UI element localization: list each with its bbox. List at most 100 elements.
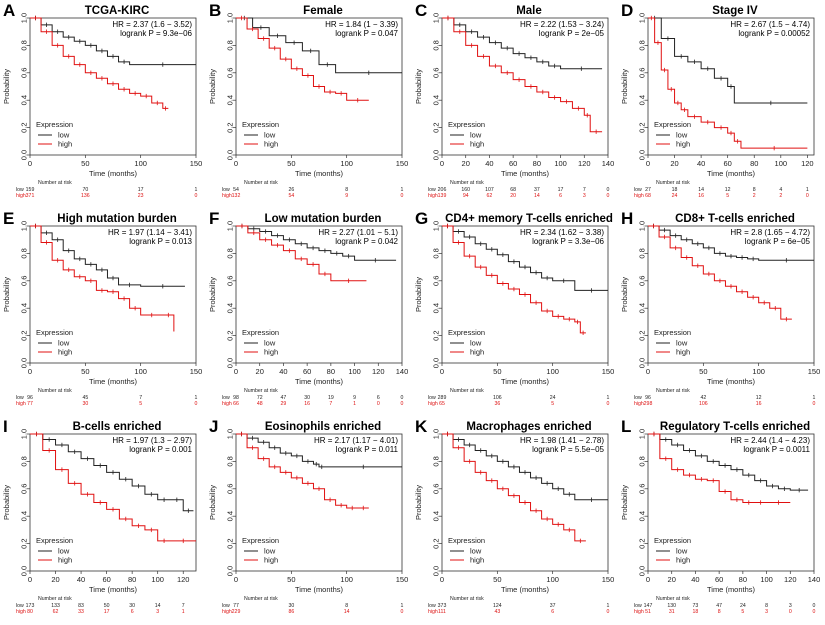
- plot-frame: [29, 17, 197, 156]
- y-tick-label: 0.0: [432, 358, 441, 368]
- km-chart-svg: A TCGA-KIRC HR = 2.37 (1.6 − 3.52)logrank …: [2, 1, 202, 199]
- risk-count-high: 2: [753, 193, 756, 199]
- y-tick-label: 0.8: [432, 248, 441, 258]
- chart-title: Macrophages enriched: [466, 421, 591, 433]
- hazard-ratio-text: HR = 1.84 (1 − 3.39): [325, 20, 398, 29]
- legend-label-high: high: [58, 140, 72, 149]
- y-tick-label: 1.0: [432, 13, 441, 23]
- km-chart-svg: G CD4+ memory T-cells enriched HR = 2.34 (…: [414, 209, 614, 407]
- x-tick-label: 120: [372, 367, 385, 376]
- km-curve-high: [648, 433, 791, 503]
- risk-count-low: 106: [493, 395, 502, 401]
- x-tick-label: 0: [234, 367, 238, 376]
- y-tick-label: 0.2: [226, 538, 235, 548]
- x-tick-label: 50: [493, 575, 501, 584]
- risk-count-low: 24: [550, 395, 556, 401]
- risk-count-low: 68: [510, 187, 516, 193]
- risk-count-high: 29: [281, 401, 287, 407]
- y-axis-label: Probability: [208, 277, 217, 312]
- panel-letter: A: [3, 1, 15, 20]
- risk-count-high: 0: [195, 193, 198, 199]
- x-tick-label: 100: [752, 367, 765, 376]
- y-axis-label: Probability: [620, 69, 629, 104]
- chart-title: Low mutation burden: [265, 213, 382, 225]
- y-tick-label: 0.2: [638, 330, 647, 340]
- legend-label-high: high: [676, 348, 690, 357]
- x-tick-label: 0: [440, 367, 444, 376]
- risk-count-low: 30: [288, 603, 294, 609]
- risk-table-title: Number at risk: [244, 180, 278, 186]
- risk-count-low: 0: [401, 395, 404, 401]
- risk-count-low: 17: [138, 187, 144, 193]
- y-axis-label: Probability: [620, 485, 629, 520]
- panel-letter: H: [621, 209, 633, 228]
- risk-count-high: 66: [233, 401, 239, 407]
- risk-count-high: 0: [789, 609, 792, 615]
- y-tick-label: 1.0: [20, 221, 29, 231]
- risk-count-low: 30: [304, 395, 310, 401]
- x-axis-label: Time (months): [89, 169, 138, 178]
- hazard-ratio-text: HR = 2.27 (1.01 − 5.1): [318, 228, 398, 237]
- risk-count-low: 12: [756, 395, 762, 401]
- risk-count-low: 12: [725, 187, 731, 193]
- risk-count-low: 19: [328, 395, 334, 401]
- x-tick-label: 40: [279, 367, 287, 376]
- risk-table-title: Number at risk: [38, 388, 72, 394]
- x-tick-label: 60: [102, 575, 110, 584]
- x-tick-label: 0: [234, 575, 238, 584]
- risk-count-high: 5: [139, 401, 142, 407]
- hazard-ratio-text: HR = 2.34 (1.62 − 3.38): [520, 228, 604, 237]
- risk-count-high: 30: [82, 401, 88, 407]
- risk-count-low: 4: [779, 187, 782, 193]
- x-tick-label: 0: [646, 159, 650, 168]
- legend-label-low: low: [264, 131, 276, 140]
- x-tick-label: 140: [808, 575, 821, 584]
- x-tick-label: 40: [485, 159, 493, 168]
- y-tick-label: 0.6: [226, 68, 235, 78]
- risk-row-label-high: high: [428, 193, 438, 199]
- risk-count-high: 7: [329, 401, 332, 407]
- km-panel-g: G CD4+ memory T-cells enriched HR = 2.34 (…: [412, 208, 618, 416]
- risk-count-high: 106: [699, 401, 708, 407]
- y-tick-label: 0.4: [226, 95, 235, 105]
- risk-count-high: 1: [353, 401, 356, 407]
- x-tick-label: 20: [256, 367, 264, 376]
- x-axis-label: Time (months): [295, 585, 344, 594]
- risk-count-high: 51: [645, 609, 651, 615]
- risk-count-low: 37: [534, 187, 540, 193]
- risk-count-low: 30: [129, 603, 135, 609]
- legend-label-low: low: [58, 131, 70, 140]
- y-tick-label: 0.8: [20, 248, 29, 258]
- y-tick-label: 0.4: [20, 511, 29, 521]
- risk-count-low: 42: [700, 395, 706, 401]
- y-tick-label: 0.2: [226, 330, 235, 340]
- y-tick-label: 0.8: [638, 248, 647, 258]
- x-tick-label: 60: [724, 159, 732, 168]
- y-tick-label: 0.0: [20, 150, 29, 160]
- legend-title: Expression: [448, 536, 485, 545]
- risk-count-high: 62: [53, 609, 59, 615]
- risk-count-low: 7: [139, 395, 142, 401]
- y-tick-label: 1.0: [638, 429, 647, 439]
- risk-count-high: 0: [401, 609, 404, 615]
- risk-count-low: 1: [401, 603, 404, 609]
- risk-count-low: 147: [644, 603, 653, 609]
- km-chart-svg: C Male HR = 2.22 (1.53 − 3.24)logrank P = …: [414, 1, 614, 199]
- x-tick-label: 80: [533, 159, 541, 168]
- km-curve-low: [442, 225, 608, 291]
- km-chart-svg: D Stage IV HR = 2.67 (1.5 − 4.74)logrank P…: [620, 1, 815, 199]
- legend-label-high: high: [264, 556, 278, 565]
- plot-frame: [235, 225, 403, 364]
- panel-letter: B: [209, 1, 221, 20]
- y-tick-label: 0.2: [20, 122, 29, 132]
- hazard-ratio-text: HR = 2.17 (1.17 − 4.01): [314, 436, 398, 445]
- legend-label-low: low: [264, 547, 276, 556]
- legend-label-low: low: [676, 547, 688, 556]
- y-axis-label: Probability: [620, 277, 629, 312]
- x-tick-label: 40: [77, 575, 85, 584]
- risk-row-label-low: low: [222, 603, 230, 609]
- plot-frame: [441, 17, 609, 156]
- panel-letter: G: [415, 209, 428, 228]
- y-tick-label: 0.4: [432, 511, 441, 521]
- km-chart-svg: H CD8+ T-cells enriched HR = 2.8 (1.65 − 4…: [620, 209, 820, 407]
